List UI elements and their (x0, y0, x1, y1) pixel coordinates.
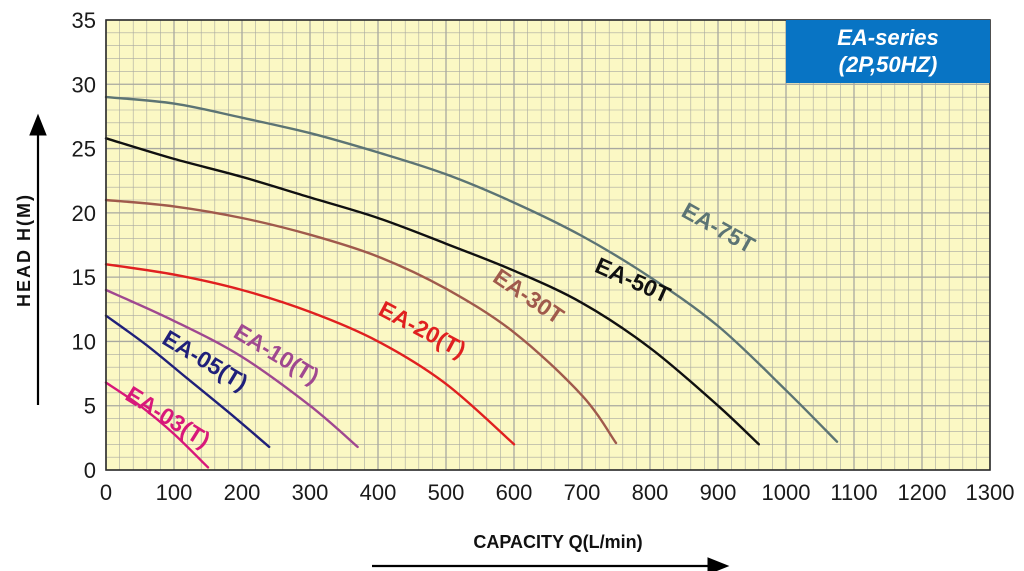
y-tick-labels: 0 5 10 15 20 25 30 35 (72, 8, 96, 483)
curve-ea-20-t (104, 263, 516, 446)
y-tick-label: 30 (72, 72, 96, 97)
x-tick-label: 700 (564, 480, 601, 505)
badge-line-2: (2P,50HZ) (839, 52, 938, 77)
curves (104, 95, 839, 469)
curve-ea-10-t (104, 288, 359, 449)
x-tick-label: 1200 (898, 480, 947, 505)
series-badge (786, 20, 990, 83)
badge-line-1: EA-series (837, 25, 939, 50)
y-tick-label: 15 (72, 265, 96, 290)
x-tick-label: 1300 (966, 480, 1015, 505)
x-tick-label: 900 (700, 480, 737, 505)
x-tick-label: 1100 (830, 480, 877, 505)
curve-ea-03-t (104, 381, 210, 469)
y-tick-label: 10 (72, 329, 96, 354)
plot-frame (105, 19, 991, 471)
x-tick-label: 1000 (762, 480, 811, 505)
curve-ea-75t (104, 95, 839, 443)
plot-area (106, 20, 990, 470)
y-tick-label: 20 (72, 201, 96, 226)
x-tick-label: 800 (632, 480, 669, 505)
minor-grid (106, 20, 990, 470)
x-tick-label: 500 (428, 480, 465, 505)
x-tick-labels: 0 100 200 300 400 500 600 700 800 900 1000 1100 1200… (100, 480, 1015, 505)
curve-ea-50t (104, 137, 760, 446)
y-tick-label: 25 (72, 137, 96, 162)
y-tick-label: 5 (84, 394, 96, 419)
x-tick-label: 600 (496, 480, 533, 505)
y-tick-label: 35 (72, 8, 96, 33)
curve-ea-05-t (104, 314, 271, 449)
y-axis-title: HEAD H(M) (14, 193, 34, 307)
x-axis-title: CAPACITY Q(L/min) (473, 532, 642, 552)
x-tick-label: 100 (156, 480, 193, 505)
x-tick-label: 200 (224, 480, 261, 505)
y-tick-label: 0 (84, 458, 96, 483)
x-tick-label: 0 (100, 480, 112, 505)
curve-ea-30t (104, 198, 618, 445)
x-tick-label: 400 (360, 480, 397, 505)
x-tick-label: 300 (292, 480, 329, 505)
